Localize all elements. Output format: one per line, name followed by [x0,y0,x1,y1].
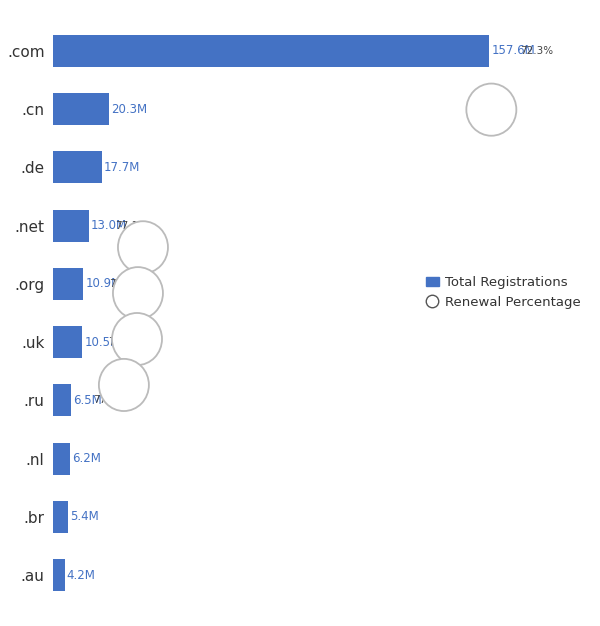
Text: 6.2M: 6.2M [72,452,101,465]
Bar [53,93,109,125]
Text: 13.0M: 13.0M [91,219,127,232]
Text: 10.9M: 10.9M [85,277,122,290]
Bar [53,559,65,591]
Text: 157.6M: 157.6M [491,44,535,58]
Text: 4.2M: 4.2M [67,568,95,582]
Bar [53,443,70,475]
Text: 10.5M: 10.5M [84,336,121,349]
Text: 77.1%: 77.1% [115,220,148,230]
Text: 5.4M: 5.4M [70,510,99,523]
Legend: Total Registrations, Renewal Percentage: Total Registrations, Renewal Percentage [421,270,586,314]
Text: 75.8%: 75.8% [109,337,142,347]
Bar [53,35,490,67]
Bar [53,210,89,242]
Text: 17.7M: 17.7M [104,161,140,174]
Bar [53,384,71,416]
Text: 77.1%: 77.1% [93,396,126,406]
Bar [53,151,102,183]
Text: 20.3M: 20.3M [112,103,148,116]
Bar [53,501,68,533]
Text: 6.5M: 6.5M [73,394,102,407]
Text: 72.3%: 72.3% [520,46,553,56]
Bar [53,326,82,358]
Text: 77.0%: 77.0% [110,279,143,289]
Bar [53,268,83,300]
